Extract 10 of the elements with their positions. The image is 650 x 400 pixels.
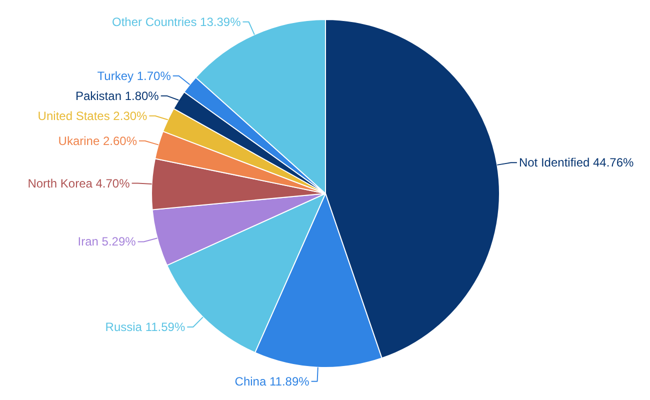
slice-label: Pakistan 1.80%	[75, 88, 160, 103]
slice-label: United States 2.30%	[38, 108, 148, 123]
slice-label: Iran 5.29%	[78, 234, 136, 249]
slice-label: North Korea 4.70%	[28, 176, 130, 190]
slice-label: Not Identified 44.76%	[518, 156, 634, 170]
slice-label: China 11.89%	[234, 374, 310, 388]
slice-label: Russia 11.59%	[105, 320, 186, 334]
slice-label: Turkey 1.70%	[97, 68, 172, 83]
slice-label: Ukarine 2.60%	[58, 134, 138, 148]
slice-label: Other Countries 13.39%	[112, 14, 242, 29]
